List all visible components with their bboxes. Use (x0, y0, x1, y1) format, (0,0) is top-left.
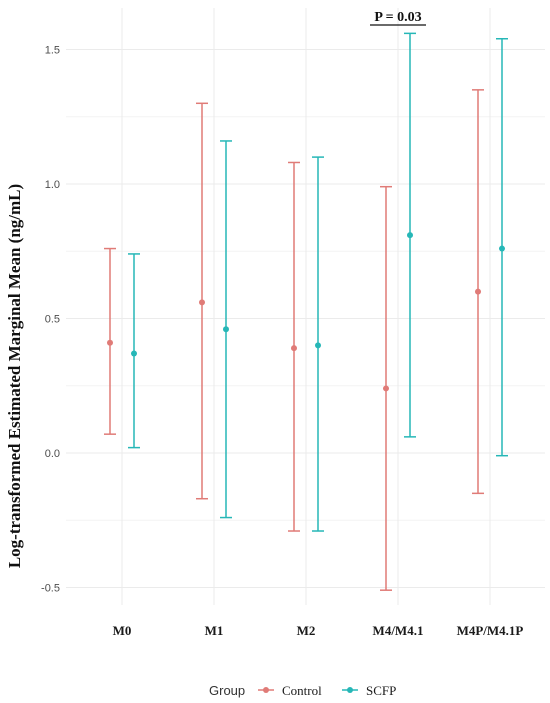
y-tick-label: -0.5 (41, 583, 60, 595)
mean-point (499, 245, 505, 252)
grid-layer (66, 8, 545, 605)
y-tick-label: 0.5 (45, 314, 60, 326)
x-category-label: M1 (205, 623, 224, 638)
x-axis-categories: M0 M1 M2 M4/M4.1 M4P/M4.1P (113, 623, 524, 638)
mean-point (107, 339, 113, 346)
mean-point (383, 385, 389, 392)
mean-point (315, 342, 321, 349)
legend: Group Control SCFP (209, 683, 396, 698)
mean-point (291, 345, 297, 352)
mean-point (475, 288, 481, 295)
annotation-layer: P = 0.03 (370, 10, 426, 26)
y-axis-ticks: -0.5 0.0 0.5 1.0 1.5 (41, 45, 60, 595)
series-scfp (128, 32, 508, 532)
series-layer (104, 32, 508, 591)
p-value-annotation: P = 0.03 (374, 10, 421, 25)
mean-point (131, 350, 137, 357)
x-category-label: M2 (297, 623, 316, 638)
mean-point (199, 299, 205, 306)
mean-point (223, 326, 229, 333)
y-tick-label: 0.0 (45, 448, 60, 460)
legend-key-point (347, 687, 353, 693)
mean-point (407, 232, 413, 239)
x-category-label: M4/M4.1 (373, 623, 424, 638)
y-axis-label: Log-transformed Estimated Marginal Mean … (5, 184, 24, 568)
legend-title: Group (209, 683, 245, 698)
legend-entry-scfp: SCFP (366, 683, 396, 698)
legend-entry-control: Control (282, 683, 322, 698)
legend-key-point (263, 687, 269, 693)
y-tick-label: 1.0 (45, 179, 60, 191)
x-category-label: M4P/M4.1P (457, 623, 524, 638)
x-category-label: M0 (113, 623, 132, 638)
series-control (104, 89, 484, 591)
y-tick-label: 1.5 (45, 45, 60, 57)
